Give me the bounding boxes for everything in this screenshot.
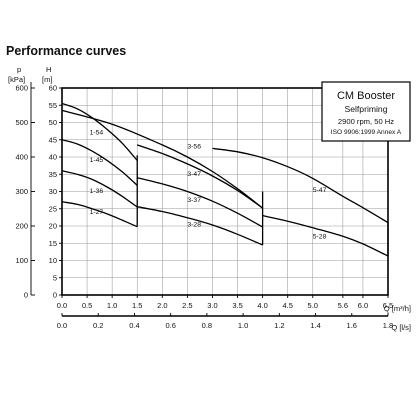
curves xyxy=(61,102,389,257)
x-axis-secondary: 0.0 0.2 0.4 0.6 0.8 1.0 1.2 1.4 1.6 1.8 xyxy=(57,313,393,330)
y-right-unit-symbol: H xyxy=(46,65,51,74)
curve-5-47 xyxy=(212,147,389,224)
y-left-unit-symbol: p xyxy=(17,65,21,74)
curve-3-56 xyxy=(61,109,264,209)
curve-label-3-37: 3-37 xyxy=(187,197,201,204)
chart-subtitle-2: 2900 rpm, 50 Hz xyxy=(338,117,394,126)
curve-3-47 xyxy=(136,144,263,209)
x-tick-label: 5.0 xyxy=(308,301,318,310)
y-left-tick-label: 300 xyxy=(15,187,28,196)
chart-subtitle-3: ISO 9906:1999 Annex A xyxy=(331,129,402,136)
y-left-tick-label: 600 xyxy=(15,84,28,93)
curve-3-37 xyxy=(137,177,263,228)
y-right-tick-label: 55 xyxy=(49,101,57,110)
x-tick-label: 1.0 xyxy=(107,301,117,310)
x-tick-label: 4.5 xyxy=(282,301,292,310)
x-tick-label: 3.5 xyxy=(232,301,242,310)
curve-label-1-45: 1-45 xyxy=(90,157,104,164)
curve-label-1-36: 1-36 xyxy=(90,188,104,195)
x-tick-label: 5.6 xyxy=(338,301,348,310)
y-left-unit-label: [kPa] xyxy=(8,75,25,84)
x2-tick-label: 1.4 xyxy=(310,321,320,330)
curve-1-54 xyxy=(61,102,138,161)
y-left-tick-label: 0 xyxy=(24,291,28,300)
chart-title: CM Booster xyxy=(337,90,395,102)
y-right-tick-label: 30 xyxy=(49,187,57,196)
y-right-tick-label: 35 xyxy=(49,170,57,179)
page-heading: Performance curves xyxy=(6,44,127,58)
y-left-tick-label: 400 xyxy=(15,153,28,162)
curve-1-45 xyxy=(61,139,138,186)
x-axis-primary: 0.0 0.5 1.0 1.5 2.0 2.5 3.0 3.5 4.0 4.5 5.0 5.6 6.0 6… xyxy=(57,295,393,310)
x-tick-label: 6.0 xyxy=(358,301,368,310)
y-left-tick-label: 100 xyxy=(15,256,28,265)
y-left-tick-label: 200 xyxy=(15,222,28,231)
x-tick-label: 0.5 xyxy=(82,301,92,310)
x2-tick-label: 1.8 xyxy=(383,321,393,330)
x-tick-label: 0.0 xyxy=(57,301,67,310)
y-right-tick-label: 40 xyxy=(49,153,57,162)
y-right-tick-label: 10 xyxy=(49,256,57,265)
x-tick-label: 6.5 xyxy=(383,301,393,310)
x-tick-label: 3.0 xyxy=(207,301,217,310)
curve-label-3-47: 3-47 xyxy=(187,171,201,178)
y-right-unit-label: [m] xyxy=(42,75,52,84)
legend-frame xyxy=(321,81,411,142)
x2-tick-label: 1.6 xyxy=(347,321,357,330)
x2-tick-label: 1.0 xyxy=(238,321,248,330)
x2-tick-label: 1.2 xyxy=(274,321,284,330)
x2-tick-label: 0.6 xyxy=(165,321,175,330)
chart-subtitle-1: Selfpriming xyxy=(345,104,388,114)
x-tick-label: 2.0 xyxy=(157,301,167,310)
y-left-tick-label: 500 xyxy=(15,118,28,127)
y-right-tick-label: 20 xyxy=(49,222,57,231)
y-right-tick-label: 50 xyxy=(49,118,57,127)
y-axis: 0 100 200 300 400 500 600 0 5 10 15 20 25 30 35 40 45 50 5… xyxy=(15,82,62,300)
x-tick-label: 2.5 xyxy=(182,301,192,310)
curve-label-1-27: 1-27 xyxy=(90,209,104,216)
x2-tick-label: 0.0 xyxy=(57,321,67,330)
x2-tick-label: 0.8 xyxy=(202,321,212,330)
y-right-tick-label: 15 xyxy=(49,239,57,248)
curve-1-27 xyxy=(61,201,138,228)
curve-label-3-28: 3-28 xyxy=(187,222,201,229)
curve-labels: 1-27 1-36 1-45 1-54 3-28 3-37 3-47 3-56 5-28 5-47 xyxy=(90,130,327,241)
y-right-tick-label: 0 xyxy=(53,291,57,300)
curve-label-5-28: 5-28 xyxy=(313,233,327,240)
curve-label-1-54: 1-54 xyxy=(90,130,104,137)
x-secondary-axis-label: Q [l/s] xyxy=(391,323,411,332)
y-right-tick-label: 45 xyxy=(49,135,57,144)
curve-label-5-47: 5-47 xyxy=(313,187,327,194)
curve-label-3-56: 3-56 xyxy=(187,143,201,150)
x-tick-label: 4.0 xyxy=(257,301,267,310)
x2-tick-label: 0.4 xyxy=(129,321,139,330)
curve-3-28 xyxy=(137,206,263,246)
x-tick-label: 1.5 xyxy=(132,301,142,310)
curve-1-36 xyxy=(61,170,138,208)
y-right-tick-label: 25 xyxy=(49,204,57,213)
x2-tick-label: 0.2 xyxy=(93,321,103,330)
curve-5-28 xyxy=(262,214,389,257)
y-right-tick-label: 60 xyxy=(49,84,57,93)
y-right-tick-label: 5 xyxy=(53,273,57,282)
legend-box: CM Booster Selfpriming 2900 rpm, 50 Hz I… xyxy=(321,81,411,142)
x-primary-axis-label: Q [m³/h] xyxy=(384,304,411,313)
